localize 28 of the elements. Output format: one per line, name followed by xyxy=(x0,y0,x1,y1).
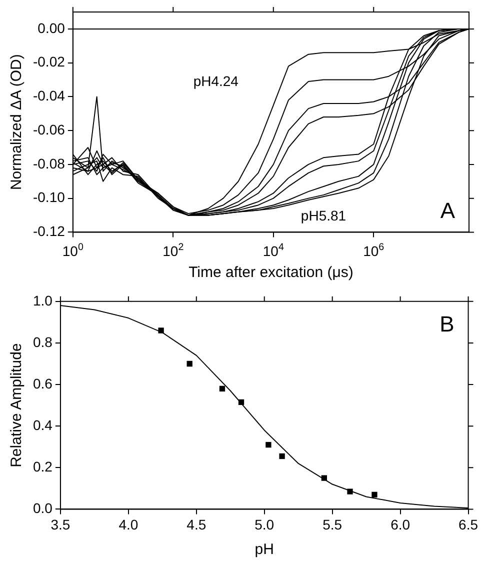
annotation: A xyxy=(440,198,456,224)
x-tick-label: 5.5 xyxy=(322,516,342,532)
text: pH4.24 xyxy=(193,73,239,90)
x-axis-title: Time after excitation (μs) xyxy=(188,264,354,282)
y-axis-title: Normalized ΔA (OD) xyxy=(8,54,26,190)
y-tick-label: 0.8 xyxy=(32,334,53,350)
x-tick-label: 5.0 xyxy=(254,516,274,532)
x-tick-label: 3.5 xyxy=(50,516,70,532)
y-tick-label: -0.10 xyxy=(32,189,66,206)
y-axis-title: Relative Amplitude xyxy=(8,343,26,468)
x-tick-label: 6.0 xyxy=(390,516,410,532)
x-tick-label: 4.5 xyxy=(186,516,206,532)
y-tick-label: 0.4 xyxy=(32,416,53,433)
annotation: B xyxy=(440,311,454,336)
y-tick-label: 0.00 xyxy=(38,20,66,36)
y-tick-label: -0.08 xyxy=(32,155,66,172)
x-tick-label: 6.5 xyxy=(458,516,478,532)
y-tick-label: 0.2 xyxy=(32,458,53,474)
x-tick-label: 4.0 xyxy=(118,516,138,532)
x-axis-title: pH xyxy=(254,541,274,558)
y-tick-label: 1.0 xyxy=(32,292,53,308)
y-tick-label: -0.06 xyxy=(32,121,66,138)
y-tick-label: -0.04 xyxy=(32,88,66,104)
y-tick-label: 0.0 xyxy=(32,500,53,516)
y-tick-label: 0.6 xyxy=(32,375,53,392)
y-tick-label: -0.02 xyxy=(32,54,66,70)
y-tick-label: -0.12 xyxy=(32,223,66,240)
series-label: pH5.81 xyxy=(300,208,346,224)
